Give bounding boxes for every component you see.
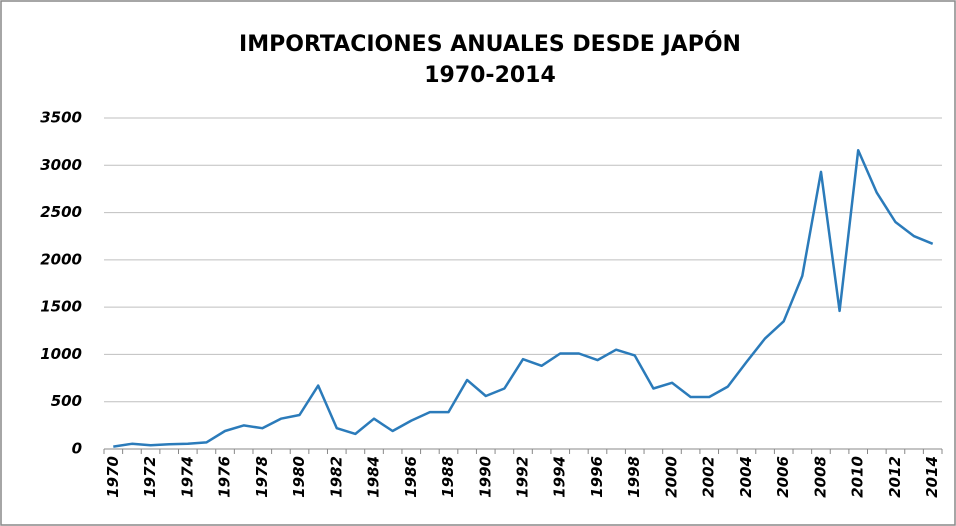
x-tick-label: 1978: [253, 456, 271, 498]
x-tick-label: 1976: [216, 456, 234, 498]
x-tick-label: 1974: [178, 456, 196, 498]
x-tick-label: 2014: [923, 456, 941, 498]
y-tick-label: 1500: [40, 298, 82, 316]
y-tick-label: 500: [51, 392, 82, 410]
y-tick-label: 2500: [40, 203, 82, 221]
x-tick-label: 1994: [551, 456, 569, 498]
x-tick-label: 1984: [365, 456, 383, 498]
x-tick-label: 1970: [104, 456, 122, 498]
x-tick-label: 1996: [588, 456, 606, 498]
y-tick-label: 1000: [40, 345, 82, 363]
x-tick-label: 2010: [849, 456, 867, 498]
x-tick-label: 1992: [514, 456, 532, 498]
x-tick-label: 2000: [662, 456, 680, 498]
chart-title: IMPORTACIONES ANUALES DESDE JAPÓN: [239, 31, 741, 57]
x-tick-label: 2002: [700, 456, 718, 498]
x-tick-label: 1986: [402, 456, 420, 498]
x-tick-label: 1998: [625, 456, 643, 498]
y-tick-label: 2000: [40, 250, 82, 268]
x-tick-label: 1982: [327, 456, 345, 498]
x-tick-label: 2006: [774, 456, 792, 498]
data-line: [113, 148, 934, 448]
x-tick-label: 1990: [476, 456, 494, 498]
x-tick-label: 1980: [290, 456, 308, 498]
y-tick-label: 0: [72, 440, 82, 458]
x-tick-label: 1972: [141, 456, 159, 498]
chart-subtitle: 1970-2014: [424, 63, 556, 88]
x-tick-label: 2004: [737, 456, 755, 498]
x-tick-label: 2012: [886, 456, 904, 498]
y-tick-label: 3500: [40, 109, 82, 127]
y-tick-label: 3000: [40, 156, 82, 174]
x-tick-label: 1988: [439, 456, 457, 498]
x-tick-label: 2008: [811, 456, 829, 498]
